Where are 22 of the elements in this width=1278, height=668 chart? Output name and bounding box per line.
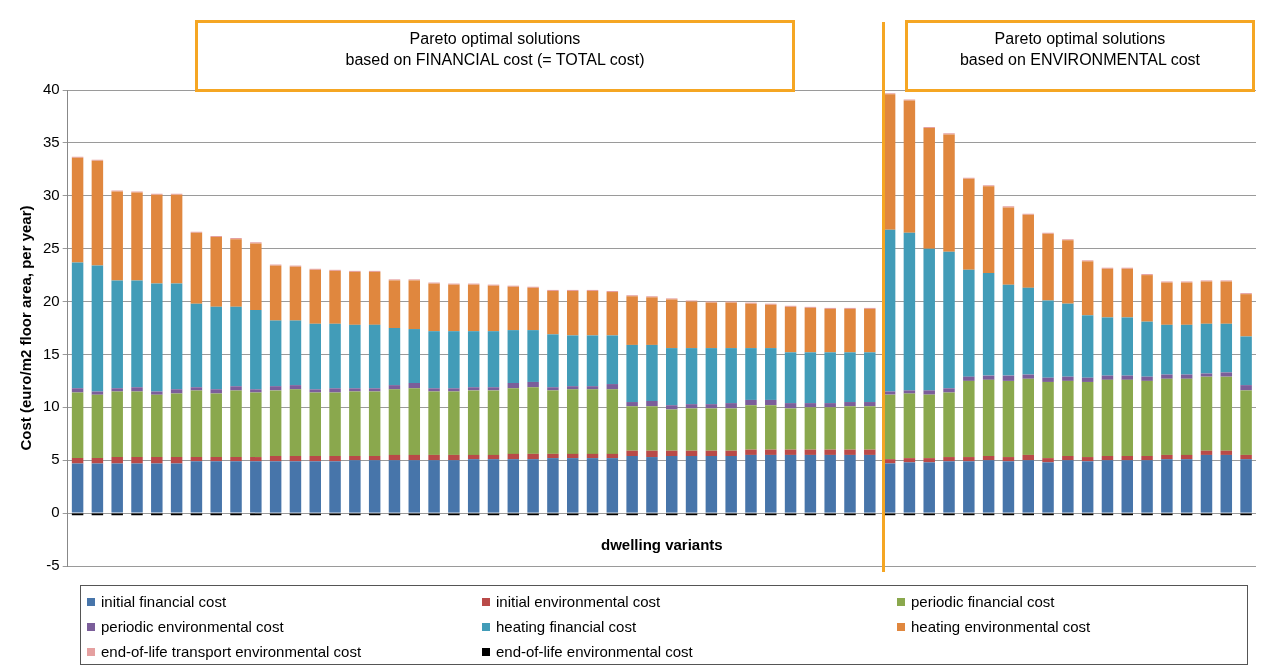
y-tick-label: 35 [43, 133, 60, 151]
legend-label: end-of-life transport environmental cost [101, 643, 362, 660]
legend-label: periodic financial cost [911, 593, 1055, 610]
legend-label: end-of-life environmental cost [496, 643, 693, 660]
y-tick-label: 0 [51, 503, 60, 521]
callout-box: Pareto optimal solutions based on FINANCIAL cost (= TOTAL cost) [195, 20, 795, 92]
x-axis-title: dwelling variants [600, 536, 723, 554]
y-tick-label: 20 [43, 291, 60, 309]
y-tick-label: 5 [51, 450, 60, 468]
y-tick-label: 40 [43, 80, 60, 98]
legend-label: initial financial cost [101, 593, 227, 610]
y-tick-label: 25 [43, 238, 60, 256]
callout-box: Pareto optimal solutions based on ENVIRONMENTAL cost [905, 20, 1255, 92]
y-tick-label: -5 [46, 556, 60, 574]
y-tick-label: 15 [43, 344, 60, 362]
legend-label: periodic environmental cost [101, 618, 284, 635]
y-tick-label: 10 [43, 397, 60, 415]
legend-label: heating financial cost [496, 618, 637, 635]
y-axis-title: Cost (euro/m2 floor area, per year) [17, 205, 35, 451]
y-tick-label: 30 [43, 185, 60, 203]
legend-label: heating environmental cost [911, 618, 1091, 635]
legend-label: initial environmental cost [496, 593, 661, 610]
